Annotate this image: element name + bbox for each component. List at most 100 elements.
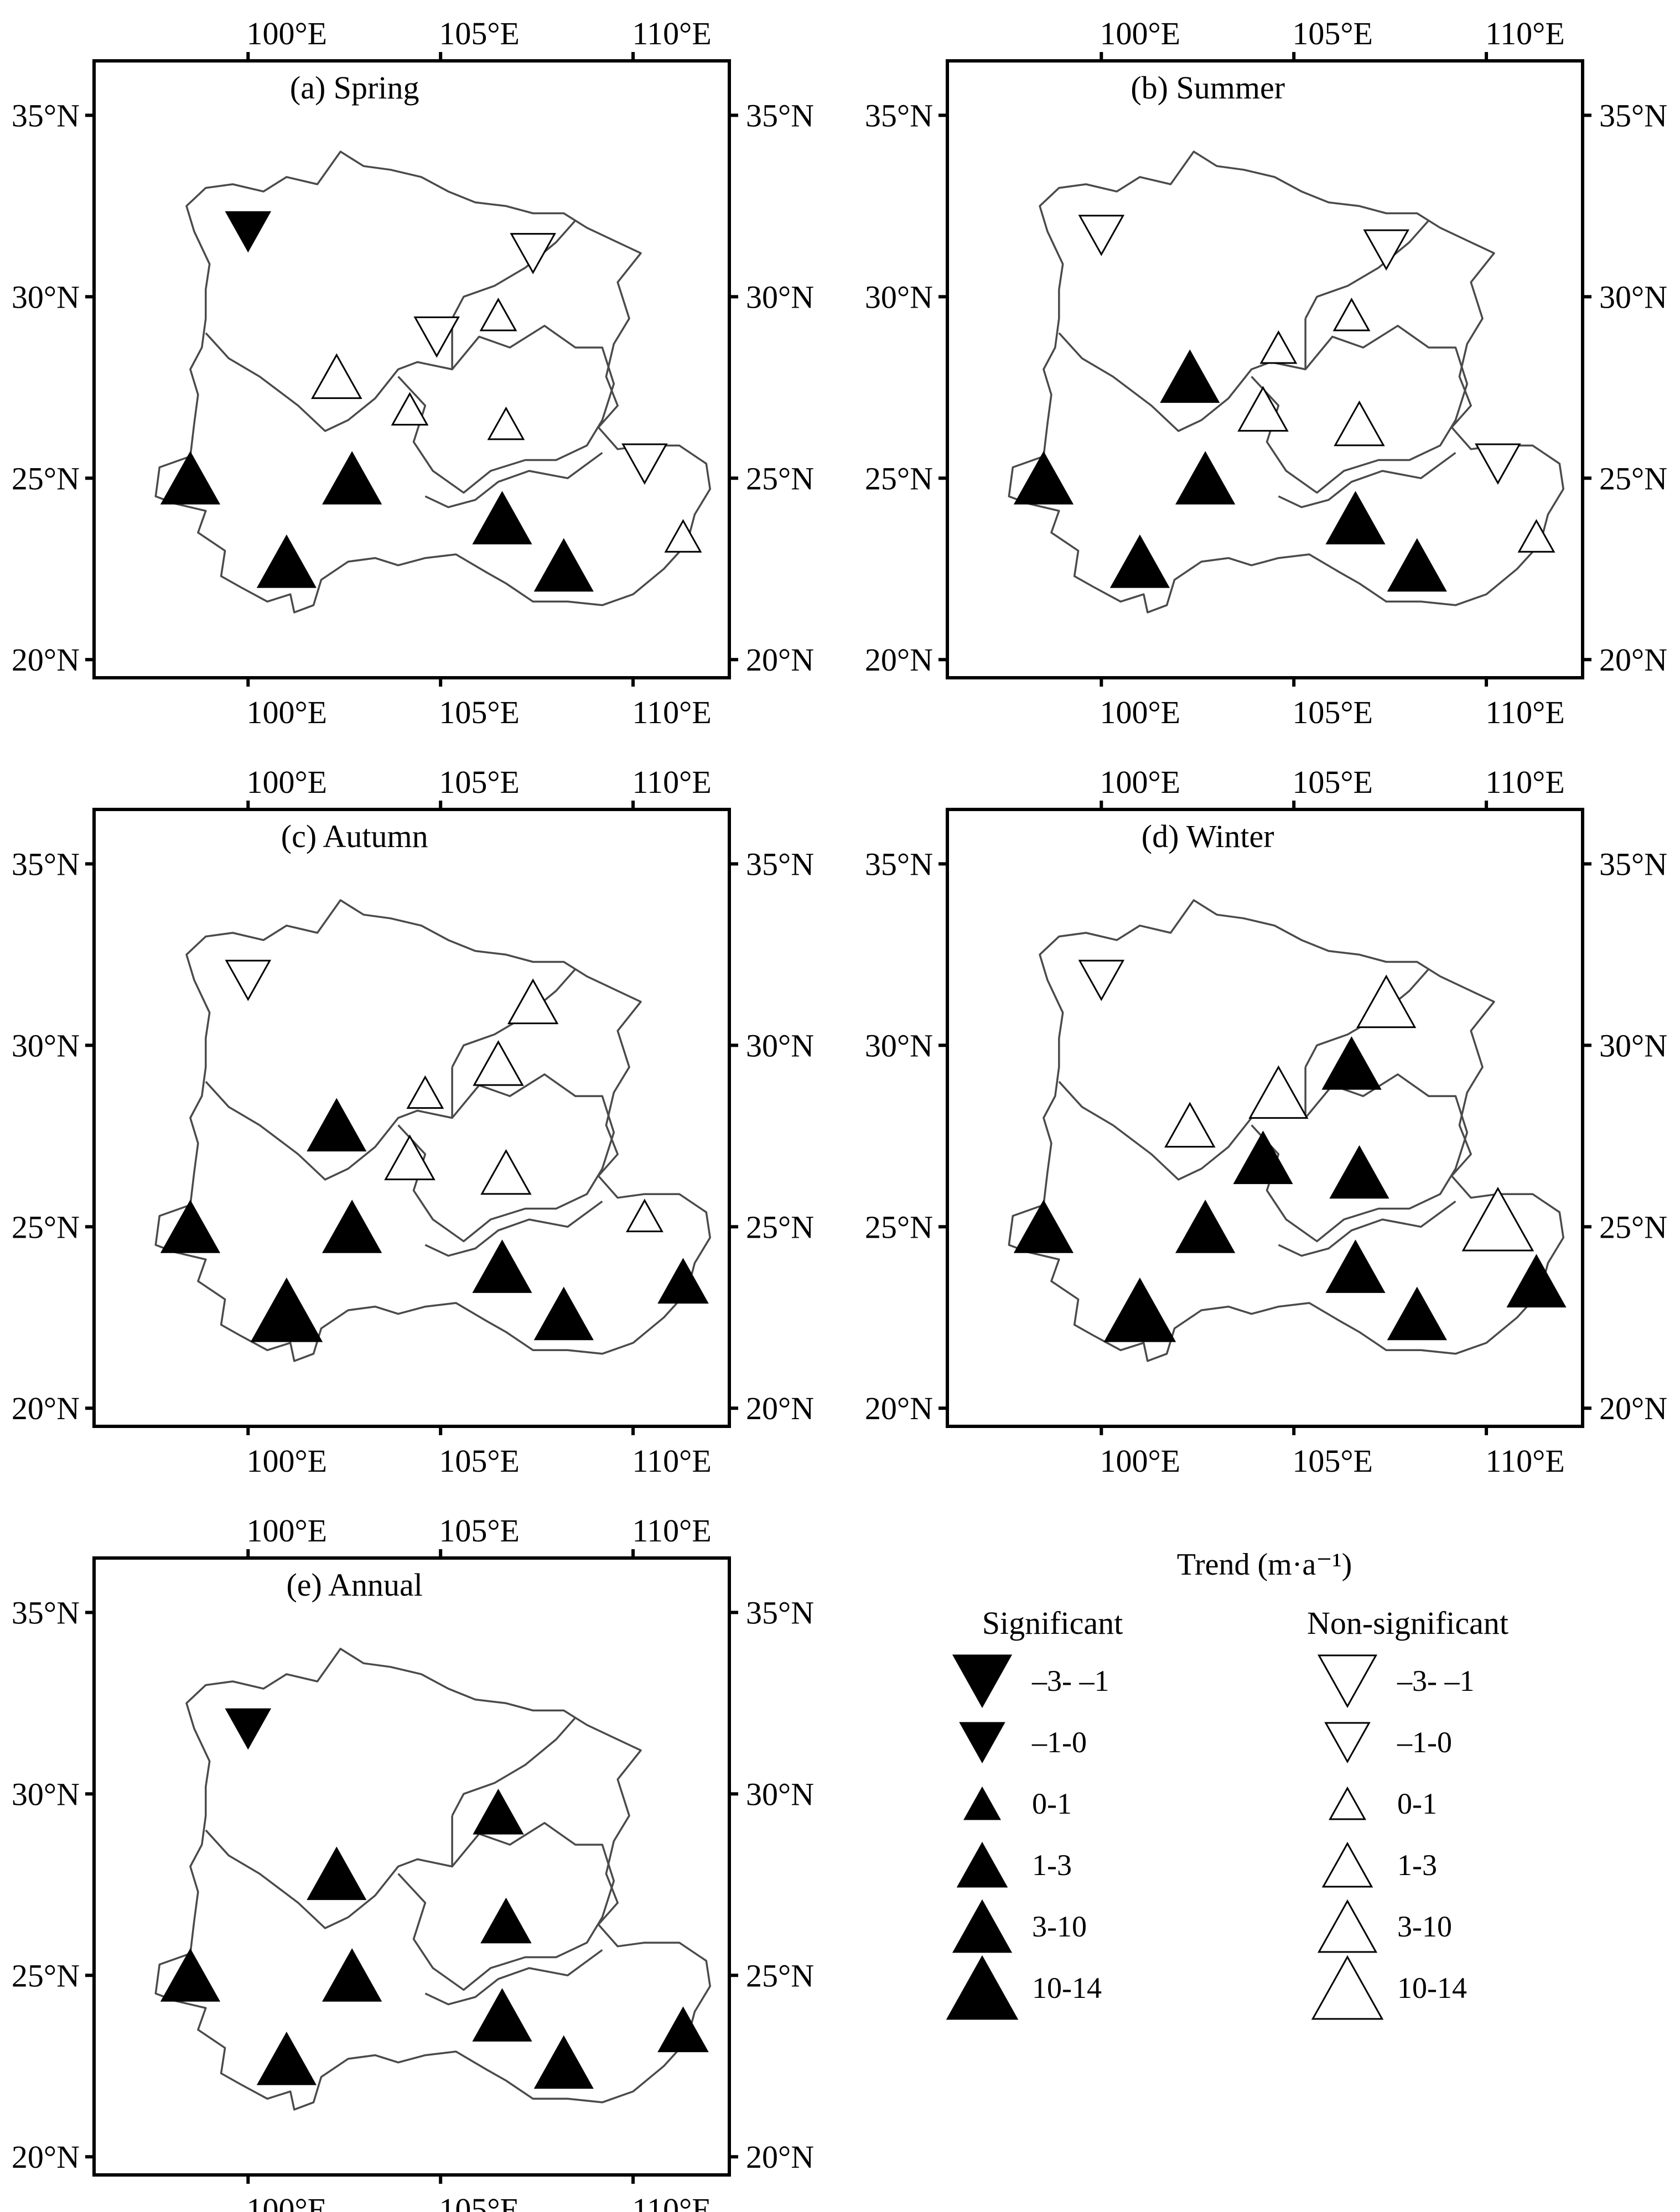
station-marker	[480, 1897, 532, 1944]
station-marker	[322, 451, 382, 505]
lon-tick-label-bottom: 110°E	[632, 694, 711, 730]
lat-tick-label-left: 30°N	[865, 1027, 933, 1063]
lat-tick-label-left: 35°N	[12, 1595, 80, 1631]
station-marker	[322, 1200, 382, 1253]
legend-label-significant: –3- –1	[1031, 1664, 1109, 1697]
province-boundary	[397, 1822, 615, 1991]
station-marker	[479, 298, 517, 331]
station-marker	[256, 2032, 317, 2085]
province-boundary	[1058, 318, 1306, 432]
panel-title: (a) Spring	[290, 70, 419, 106]
legend-label-significant: 10-14	[1032, 1971, 1102, 2005]
station-marker	[1356, 974, 1417, 1029]
lat-tick-label-right: 35°N	[746, 97, 814, 133]
province-boundary	[1304, 220, 1430, 319]
lat-tick-label-left: 25°N	[865, 1209, 933, 1245]
legend-label-non-significant: 0-1	[1397, 1787, 1437, 1820]
lat-tick-label-right: 30°N	[1599, 279, 1667, 315]
lat-tick-label-right: 30°N	[746, 1027, 814, 1063]
map-panel: 100°E 100°E 105°E 105°E 110°E 110°E 35°N 35°N 30…	[12, 1513, 814, 2212]
lon-tick-label-top: 105°E	[439, 764, 520, 800]
legend-symbol-significant	[956, 1841, 1008, 1888]
station-marker	[1013, 451, 1074, 505]
lat-tick-label-left: 25°N	[12, 1957, 80, 1993]
lon-tick-label-top: 105°E	[1292, 764, 1373, 800]
lat-tick-label-right: 30°N	[1599, 1027, 1667, 1063]
lon-tick-label-top: 100°E	[246, 15, 327, 51]
region-outline	[154, 150, 711, 614]
province-boundary	[451, 220, 577, 319]
lat-tick-label-right: 30°N	[746, 1776, 814, 1812]
lon-tick-label-top: 110°E	[1485, 15, 1564, 51]
province-boundary	[424, 1949, 603, 2006]
legend-header-non-significant: Non-significant	[1307, 1605, 1508, 1641]
station-marker	[225, 211, 272, 253]
lon-tick-label-top: 100°E	[246, 764, 327, 800]
province-boundary	[397, 1073, 615, 1243]
station-marker	[1387, 538, 1447, 592]
legend-label-significant: –1-0	[1031, 1726, 1087, 1759]
legend-symbol-significant	[952, 1899, 1013, 1953]
lat-tick-label-left: 25°N	[865, 460, 933, 496]
lat-tick-label-right: 25°N	[746, 1209, 814, 1245]
station-marker	[1517, 519, 1555, 553]
station-marker	[406, 1075, 444, 1109]
station-marker	[160, 451, 221, 505]
station-marker	[657, 1258, 709, 1304]
map-frame	[946, 59, 1584, 679]
province-boundary	[205, 1815, 453, 1929]
station-marker	[307, 1098, 367, 1152]
lon-tick-label-bottom: 105°E	[439, 1443, 520, 1479]
lon-tick-label-top: 110°E	[632, 1513, 711, 1549]
station-marker	[1475, 443, 1521, 485]
legend-title: Trend (m·a⁻¹)	[1177, 1548, 1352, 1582]
lat-tick-label-right: 30°N	[746, 279, 814, 315]
map-frame	[92, 808, 731, 1428]
lon-tick-label-bottom: 100°E	[246, 694, 327, 730]
station-marker	[1248, 1065, 1309, 1119]
lat-tick-label-left: 30°N	[12, 1776, 80, 1812]
lat-tick-label-right: 25°N	[1599, 1209, 1667, 1245]
station-marker	[250, 1278, 323, 1342]
province-boundary	[451, 968, 577, 1068]
region-outline	[154, 899, 711, 1362]
legend-symbol-non-significant	[1324, 1722, 1371, 1764]
lat-tick-label-right: 25°N	[746, 1957, 814, 1993]
lat-tick-label-right: 20°N	[746, 2139, 814, 2175]
lat-tick-label-left: 20°N	[12, 1390, 80, 1426]
lon-tick-label-top: 105°E	[1292, 15, 1373, 51]
legend-symbol-non-significant	[1321, 1841, 1373, 1888]
station-marker	[1325, 491, 1386, 544]
station-marker	[657, 2006, 709, 2053]
legend-label-significant: 3-10	[1032, 1910, 1087, 1943]
province-boundary	[1278, 1200, 1456, 1257]
station-marker	[533, 1286, 594, 1341]
station-marker	[533, 2035, 594, 2089]
province-boundary	[424, 1200, 603, 1257]
lat-tick-label-right: 20°N	[1599, 1390, 1667, 1426]
lat-tick-label-left: 30°N	[12, 279, 80, 315]
panel-title: (c) Autumn	[281, 818, 428, 854]
station-marker	[1332, 298, 1371, 331]
lon-tick-label-top: 105°E	[439, 15, 520, 51]
lat-tick-label-left: 35°N	[865, 846, 933, 882]
legend-symbol-non-significant	[1311, 1955, 1384, 2020]
province-boundary	[451, 1717, 577, 1816]
station-marker	[510, 233, 556, 274]
lon-tick-label-bottom: 100°E	[1100, 694, 1180, 730]
legend-symbol-non-significant	[1329, 1786, 1366, 1820]
station-marker	[1387, 1286, 1447, 1341]
station-marker	[225, 1708, 272, 1750]
legend-symbol-significant	[963, 1786, 1001, 1820]
station-marker	[1506, 1254, 1567, 1308]
lon-tick-label-top: 100°E	[1100, 764, 1180, 800]
station-marker	[322, 1948, 382, 2002]
station-marker	[1175, 1200, 1236, 1253]
province-boundary	[1251, 325, 1469, 494]
province-boundary	[205, 1067, 453, 1181]
lon-tick-label-bottom: 105°E	[439, 2192, 520, 2212]
legend-symbol-significant	[952, 1654, 1013, 1709]
lon-tick-label-bottom: 105°E	[1292, 694, 1373, 730]
lat-tick-label-right: 25°N	[1599, 460, 1667, 496]
lat-tick-label-left: 30°N	[12, 1027, 80, 1063]
